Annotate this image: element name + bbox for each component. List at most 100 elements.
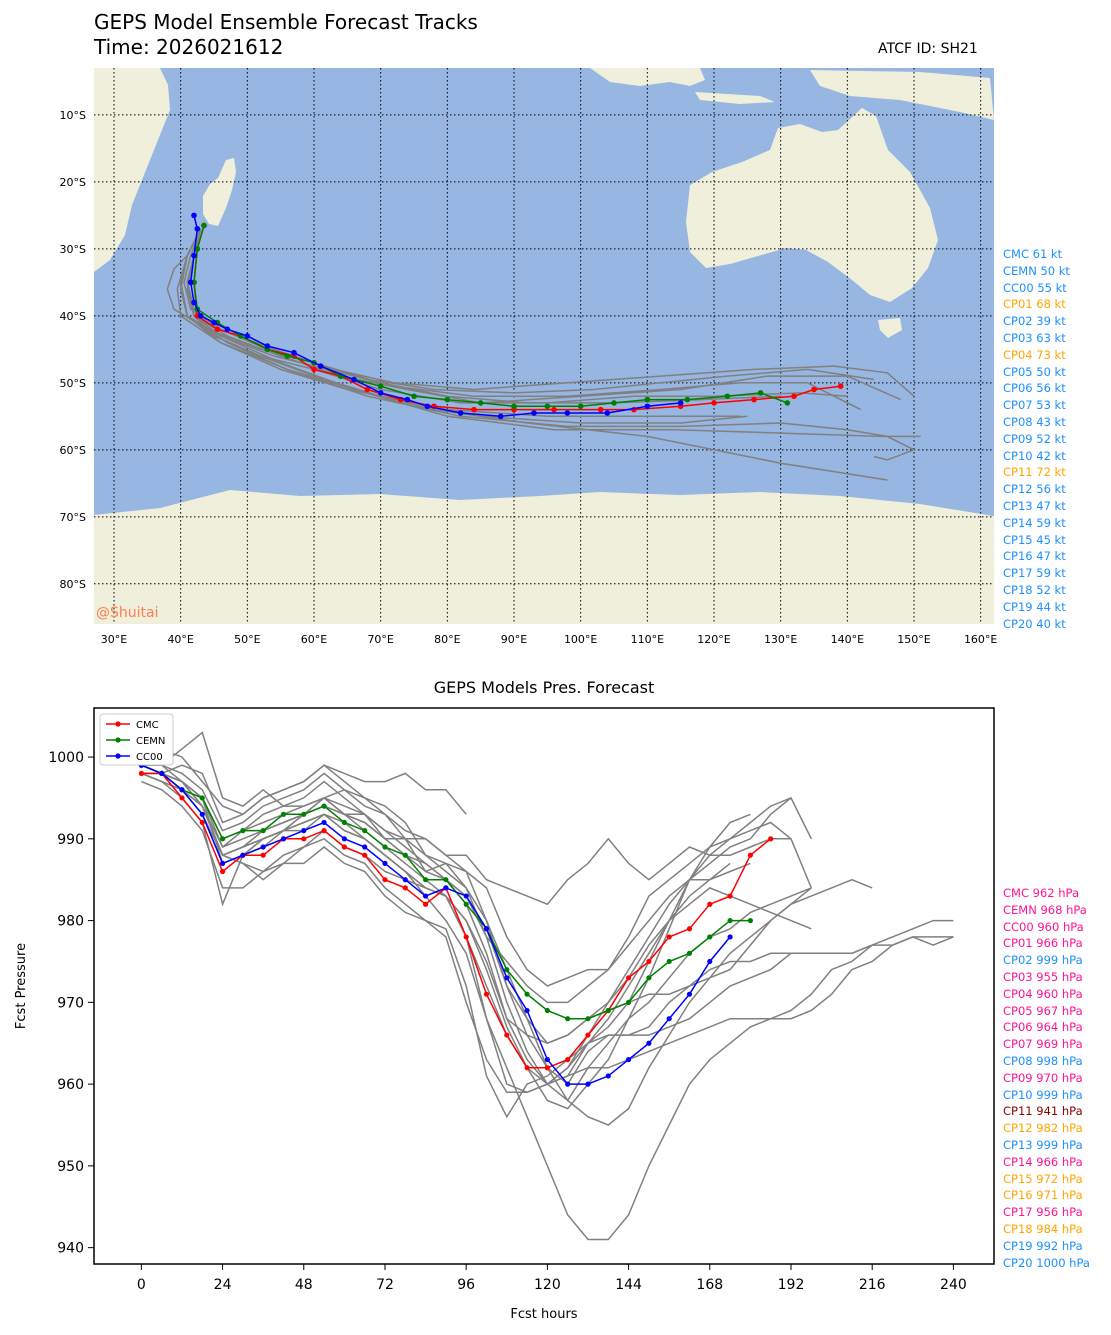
- series-point: [463, 893, 469, 899]
- tasmania-land: [878, 318, 902, 338]
- legend-entry: CP02 39 kt: [1003, 314, 1066, 329]
- series-point: [260, 844, 266, 850]
- track-point: [284, 353, 291, 359]
- atcf-id: ATCF ID: SH21: [878, 41, 978, 57]
- track-point: [497, 413, 504, 420]
- series-point: [321, 803, 327, 809]
- track-point: [191, 252, 197, 259]
- track-point: [471, 406, 477, 413]
- legend-entry: CP11 941 hPa: [1003, 1104, 1083, 1119]
- pressure-chart: GEPS Models Pres. Forecast 0 24 48 72 96 120 1…: [14, 678, 995, 1322]
- track-point: [611, 400, 617, 406]
- track-point: [784, 400, 791, 406]
- map-gridlines: [94, 68, 994, 624]
- track-point: [604, 410, 611, 416]
- series-point: [727, 893, 733, 899]
- track-point: [317, 363, 324, 369]
- australia-land: [686, 108, 938, 302]
- legend-entry: CMC 962 hPa: [1003, 886, 1079, 900]
- series-point: [646, 1040, 652, 1046]
- series-point: [768, 836, 774, 842]
- track-point: [531, 410, 537, 416]
- legend-entry: CP15 45 kt: [1003, 532, 1066, 547]
- watermark: @Shuitai: [96, 605, 158, 621]
- legend-entry: CMC 61 kt: [1003, 247, 1063, 261]
- series-point: [159, 770, 165, 777]
- main-tracks: [187, 212, 844, 420]
- legend-entry: CEMN 968 hPa: [1003, 902, 1087, 917]
- series-point: [666, 934, 672, 940]
- track-point: [597, 406, 604, 413]
- x-axis-label: Fcst hours: [510, 1307, 577, 1322]
- track-point: [724, 393, 731, 400]
- x-tick-label: 48: [295, 1277, 313, 1293]
- lat-tick-label: 60°S: [60, 444, 86, 457]
- java-land: [695, 92, 775, 104]
- series-point: [362, 828, 368, 834]
- track-point: [457, 410, 464, 416]
- track-point: [791, 393, 797, 400]
- legend-entry: CP04 960 hPa: [1003, 986, 1083, 1001]
- track-point: [477, 400, 484, 406]
- legend-entry: CP15 972 hPa: [1003, 1171, 1083, 1186]
- series-point: [707, 901, 713, 907]
- member-pressure-line: [141, 764, 731, 1110]
- legend-entry: CP18 52 kt: [1003, 582, 1066, 597]
- new-guinea-land: [810, 70, 994, 120]
- series-point: [179, 787, 185, 793]
- series-point: [260, 852, 266, 858]
- track-point: [677, 400, 684, 406]
- y-tick-label: 990: [57, 832, 84, 848]
- series-point: [260, 828, 266, 834]
- lon-tick-label: 100°E: [564, 633, 597, 646]
- legend-entry: CP12 982 hPa: [1003, 1121, 1083, 1136]
- track-point: [377, 390, 384, 396]
- x-tick-label: 192: [778, 1277, 805, 1293]
- lon-tick-label: 90°E: [501, 633, 527, 646]
- series-point: [727, 917, 733, 924]
- track-point: [404, 396, 411, 403]
- x-tick-label: 72: [376, 1277, 394, 1293]
- series-point: [504, 967, 510, 973]
- track-point: [201, 222, 207, 229]
- series-point: [199, 795, 205, 801]
- series-point: [625, 999, 632, 1005]
- lon-tick-label: 30°E: [101, 633, 127, 646]
- track-point: [197, 313, 204, 319]
- legend-entry: CP01 68 kt: [1003, 297, 1066, 312]
- series-point: [625, 975, 632, 981]
- lat-tick-label: 30°S: [60, 243, 86, 256]
- pressure-ticks: 0 24 48 72 96 120 144 168 192 216 240 940 950 960 970 9…: [48, 750, 966, 1293]
- series-point: [402, 852, 408, 858]
- land-masses: [94, 68, 994, 624]
- series-point: [747, 917, 753, 924]
- legend-entry: CP02 999 hPa: [1003, 953, 1083, 968]
- series-point: [219, 868, 226, 875]
- track-map: @Shuitai 30°E 40°E 50°E 60°E 70°E 80°E 90°E 100…: [60, 68, 997, 646]
- series-point: [463, 934, 469, 940]
- track-cc00: [187, 212, 684, 420]
- series-line: [141, 772, 772, 1069]
- series-point: [605, 1073, 611, 1079]
- series-point: [747, 852, 753, 858]
- legend-entry: CP14 59 kt: [1003, 515, 1066, 530]
- series-point: [240, 828, 246, 834]
- pressure-series-cmc: [138, 770, 774, 1071]
- series-point: [301, 836, 307, 842]
- y-tick-label: 940: [57, 1241, 84, 1257]
- africa-land: [94, 68, 170, 272]
- member-track: [176, 228, 748, 424]
- track-point: [264, 343, 271, 349]
- lat-tick-label: 40°S: [60, 310, 86, 323]
- lon-tick-label: 140°E: [831, 633, 864, 646]
- legend-entry: CP03 955 hPa: [1003, 969, 1083, 984]
- series-point: [382, 844, 388, 850]
- y-tick-label: 960: [57, 1077, 84, 1093]
- series-point: [605, 1007, 611, 1014]
- series-point: [443, 877, 449, 883]
- track-point: [377, 383, 384, 389]
- series-point: [666, 1016, 672, 1022]
- series-point: [179, 795, 185, 801]
- track-point: [551, 406, 557, 413]
- legend-entry: CP18 984 hPa: [1003, 1221, 1083, 1236]
